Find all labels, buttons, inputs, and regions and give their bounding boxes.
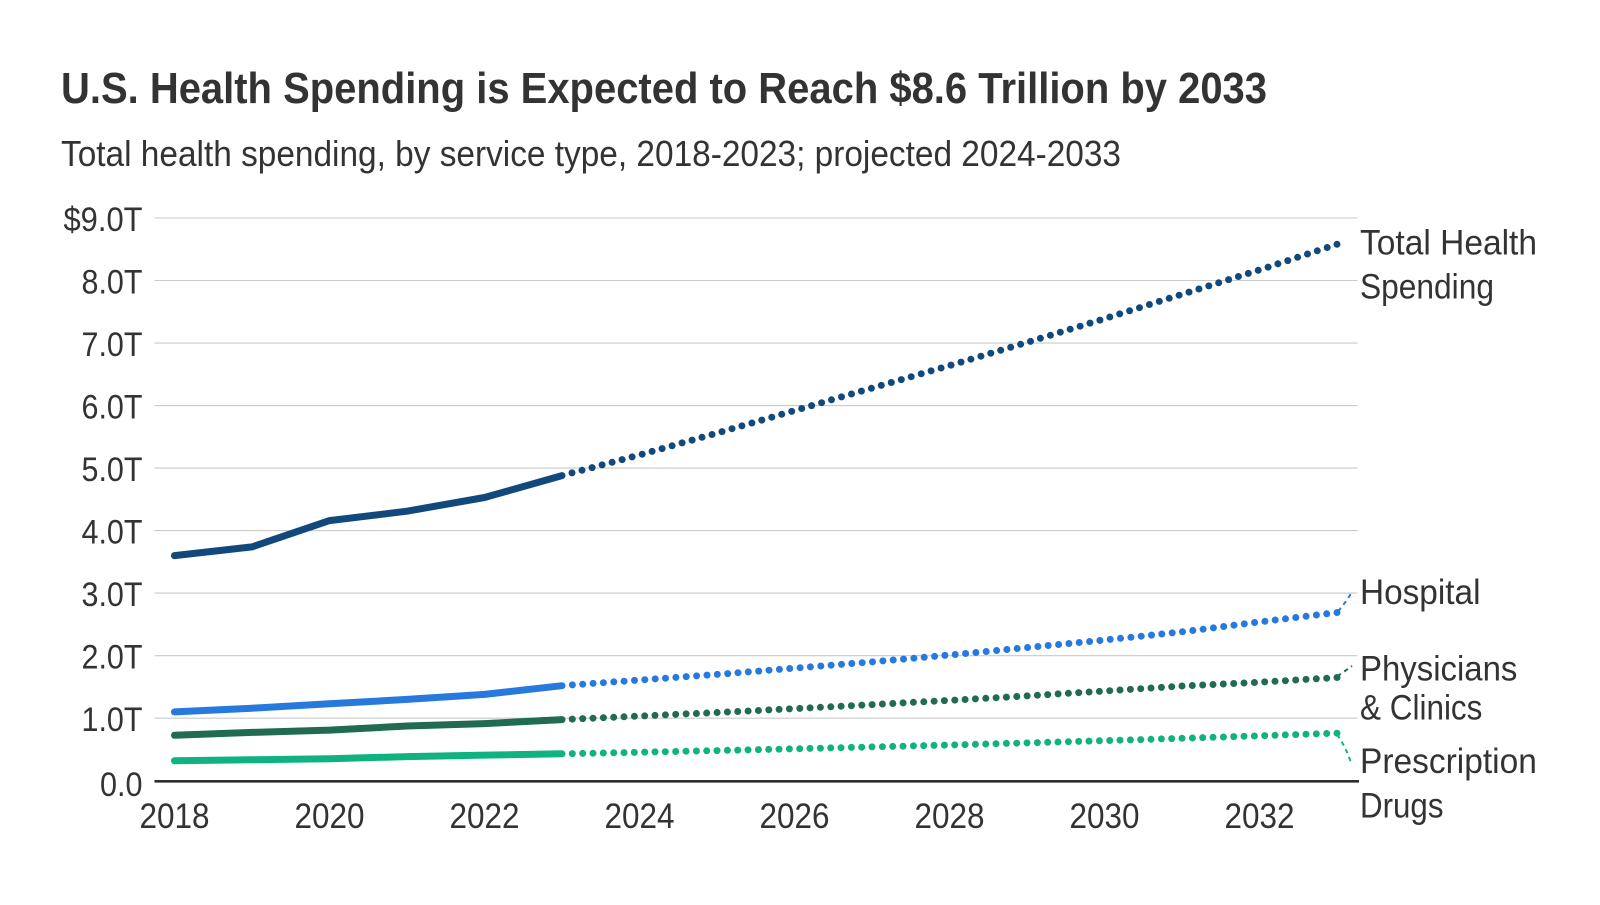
svg-text:Total Health: Total Health (1360, 223, 1537, 262)
svg-text:Drugs: Drugs (1360, 786, 1444, 825)
svg-text:2026: 2026 (760, 797, 830, 836)
svg-text:2022: 2022 (450, 797, 520, 836)
svg-text:5.0T: 5.0T (82, 451, 143, 489)
svg-text:8.0T: 8.0T (82, 264, 143, 302)
svg-text:$9.0T: $9.0T (64, 201, 143, 239)
svg-text:0.0: 0.0 (100, 766, 143, 804)
svg-text:2032: 2032 (1225, 797, 1295, 836)
svg-text:U.S. Health Spending is Expect: U.S. Health Spending is Expected to Reac… (61, 64, 1267, 113)
svg-text:Physicians: Physicians (1360, 649, 1517, 688)
svg-text:Spending: Spending (1360, 267, 1494, 306)
svg-text:4.0T: 4.0T (82, 514, 143, 552)
svg-text:2020: 2020 (295, 797, 365, 836)
svg-text:& Clinics: & Clinics (1360, 689, 1482, 728)
svg-text:Prescription: Prescription (1360, 742, 1537, 781)
svg-text:2.0T: 2.0T (82, 639, 143, 677)
svg-text:3.0T: 3.0T (82, 576, 143, 614)
svg-text:6.0T: 6.0T (82, 389, 143, 427)
svg-text:2028: 2028 (915, 797, 985, 836)
svg-text:2018: 2018 (140, 797, 210, 836)
svg-text:1.0T: 1.0T (82, 701, 143, 739)
svg-text:Total health spending, by serv: Total health spending, by service type, … (61, 133, 1121, 174)
svg-text:2030: 2030 (1070, 797, 1140, 836)
svg-text:7.0T: 7.0T (82, 326, 143, 364)
svg-text:Hospital: Hospital (1360, 573, 1481, 612)
svg-text:2024: 2024 (605, 797, 675, 836)
